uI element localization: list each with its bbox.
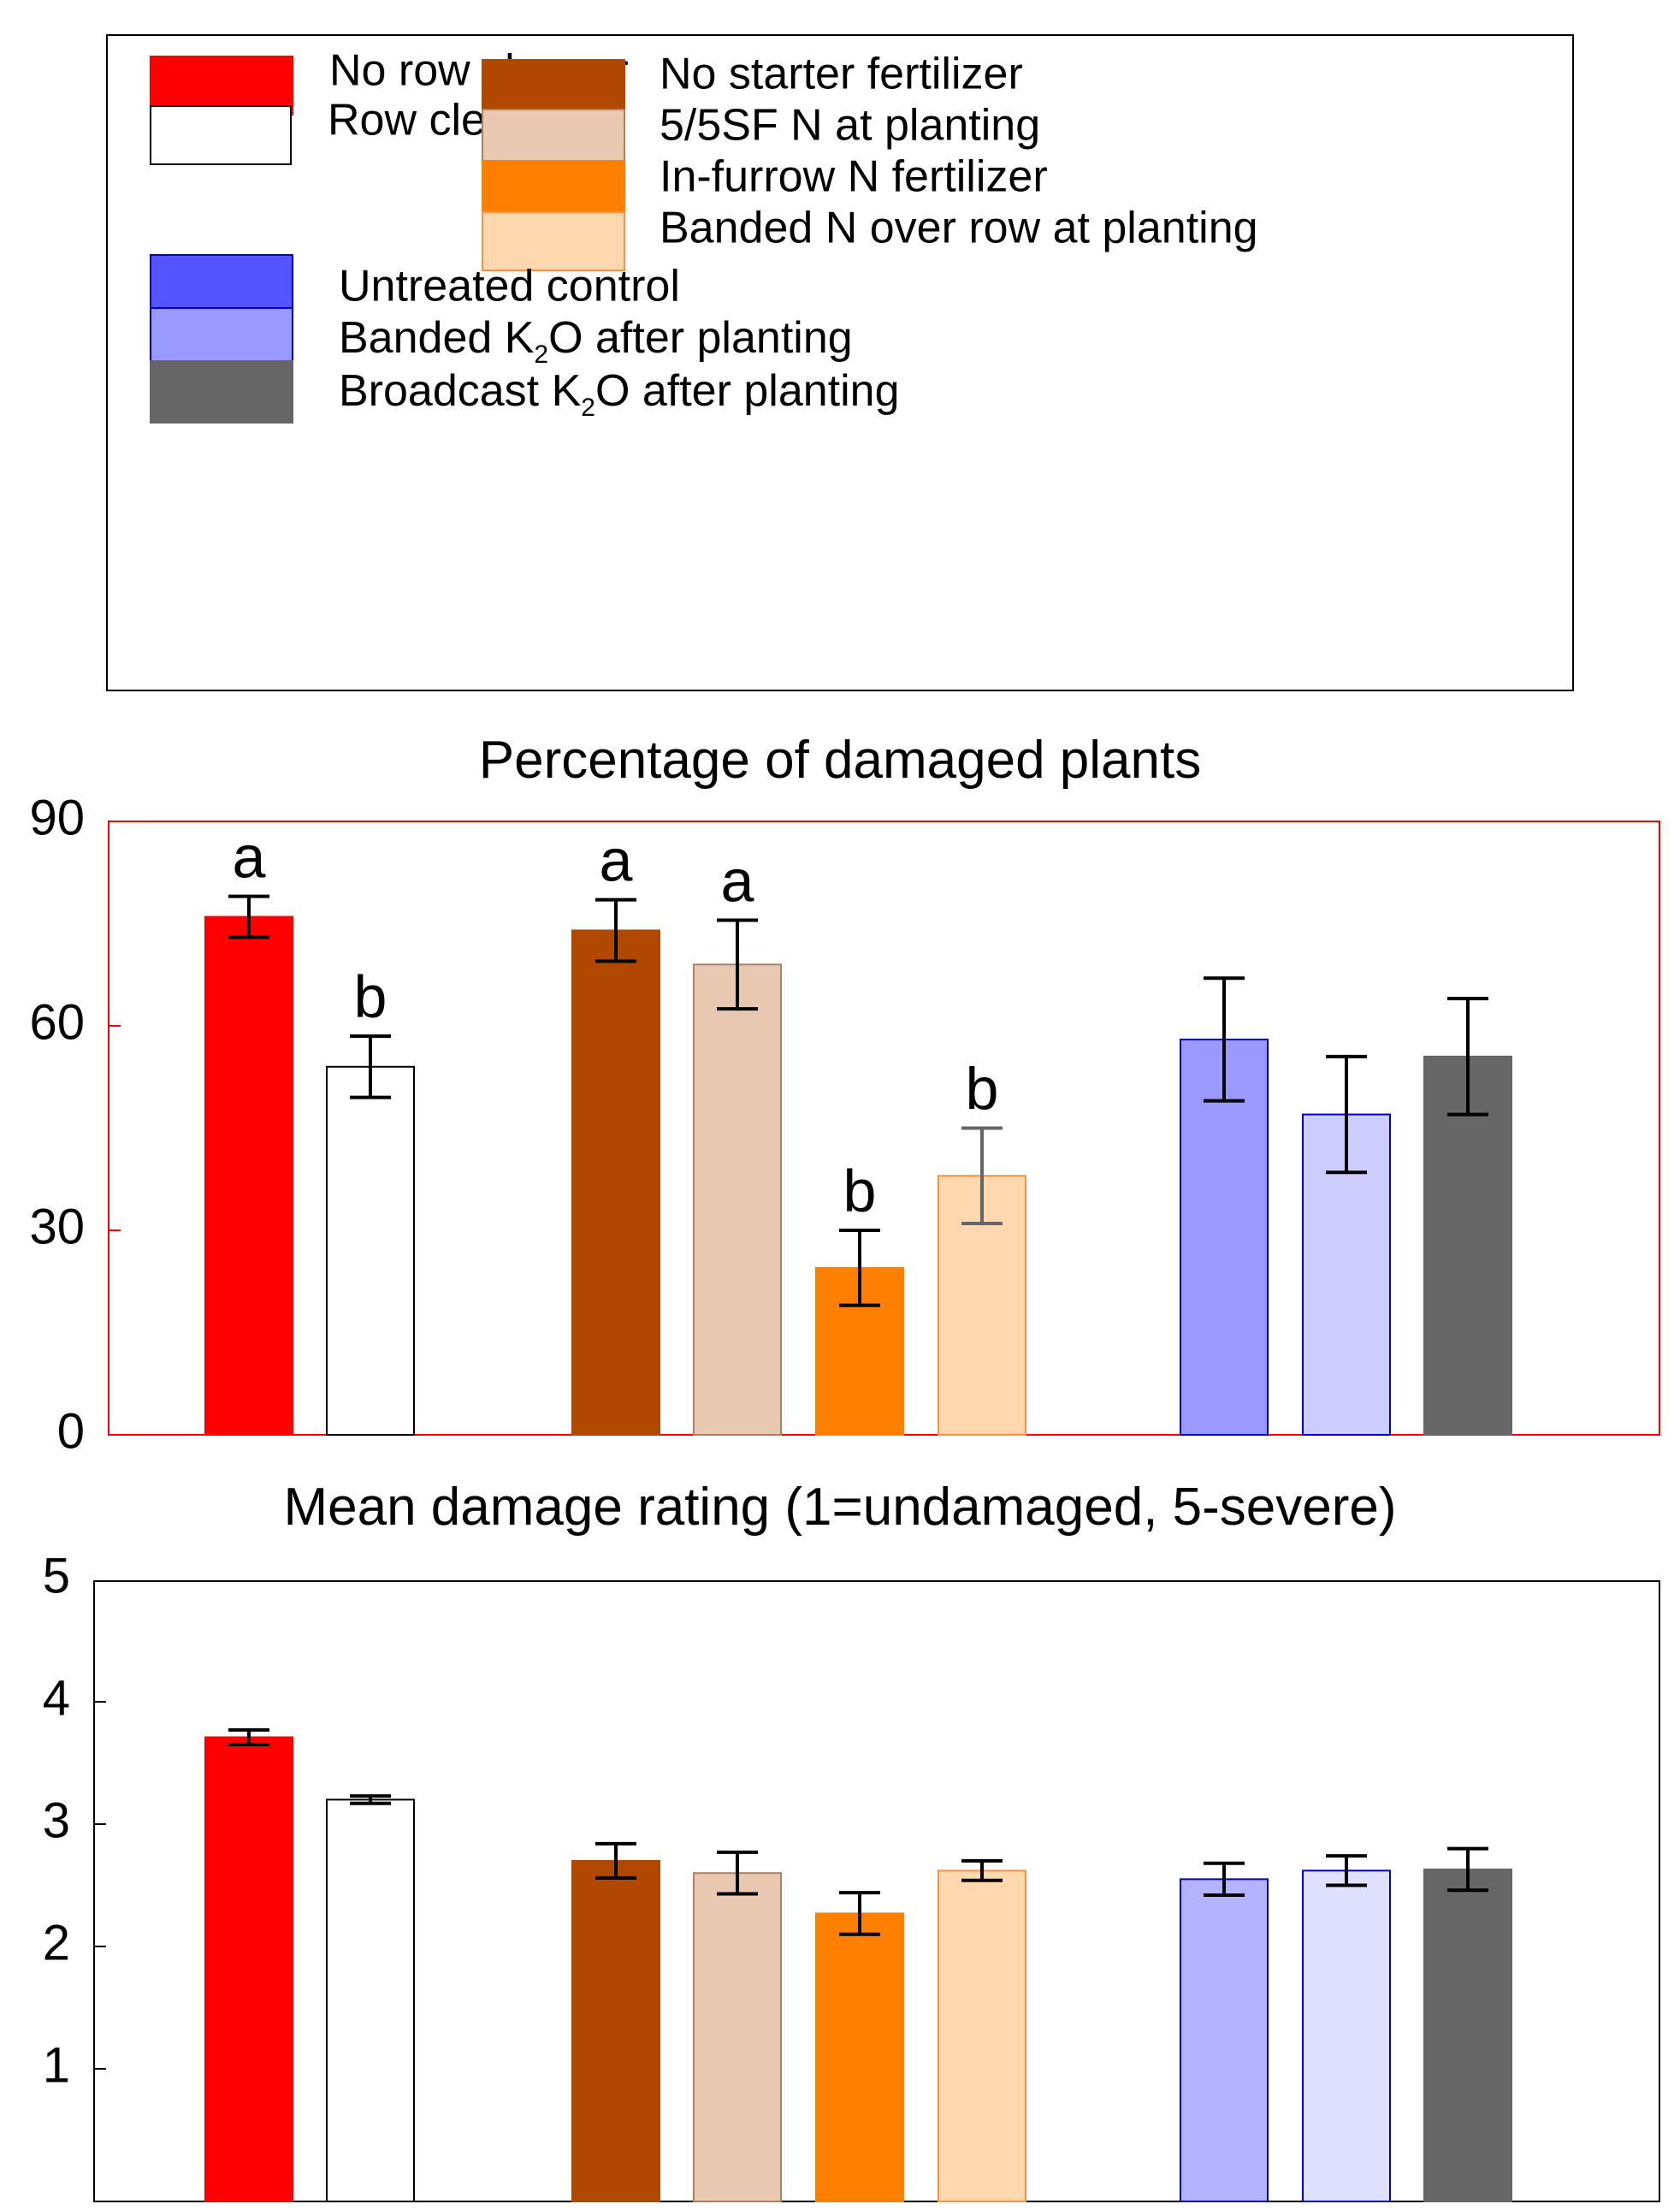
bar — [1180, 1038, 1269, 1436]
legend-label-4: In-furrow N fertilizer — [660, 152, 1048, 202]
legend-label-7: Banded K2O after planting — [339, 313, 853, 369]
bar — [204, 1736, 293, 2203]
legend-swatch-1 — [150, 105, 292, 165]
y-tick-label: 2 — [43, 1915, 70, 1970]
chart2-title: Mean damage rating (1=undamaged, 5-sever… — [283, 1478, 1397, 1537]
legend-swatch-8 — [150, 360, 293, 424]
y-tick-label: 4 — [43, 1670, 70, 1726]
y-tick-label: 3 — [43, 1792, 70, 1848]
legend-swatch-0 — [150, 56, 293, 116]
significance-letter: a — [233, 824, 266, 891]
significance-letter: b — [354, 963, 387, 1030]
legend-swatch-2 — [482, 59, 625, 119]
legend-swatch-6 — [150, 254, 293, 317]
bar — [1180, 1878, 1269, 2202]
significance-letter: a — [600, 827, 633, 894]
legend-swatch-3 — [482, 109, 625, 169]
legend-label-6: Untreated control — [339, 262, 680, 311]
y-tick-label: 1 — [43, 2037, 70, 2093]
legend-label-3: 5/5SF N at planting — [660, 101, 1040, 151]
y-tick-label: 5 — [43, 1549, 70, 1603]
bar — [693, 963, 782, 1437]
y-tick-label: 90 — [29, 796, 85, 845]
legend-swatch-5 — [482, 211, 625, 271]
bar — [815, 1912, 904, 2202]
legend-swatch-7 — [150, 307, 293, 370]
bar — [1302, 1869, 1391, 2202]
bar — [571, 1859, 660, 2202]
y-tick-label: 60 — [29, 994, 85, 1050]
y-tick-label: 0 — [57, 1403, 85, 1459]
y-tick-label: 30 — [29, 1199, 85, 1254]
significance-letter: a — [721, 848, 754, 915]
bar — [204, 915, 293, 1437]
significance-letter: b — [966, 1056, 999, 1123]
chart1-title: Percentage of damaged plants — [478, 731, 1202, 790]
bar — [693, 1872, 782, 2202]
bar — [326, 1798, 415, 2202]
chart2-mean-damage-rating: 1 2 3 4 5 — [43, 1549, 1660, 2203]
bar — [938, 1869, 1026, 2202]
legend-swatch-4 — [482, 160, 625, 220]
chart1-damaged-plants: 0 30 60 90 a b a a b b — [29, 796, 1660, 1459]
legend: No row cleaner Row cleaner No starter fert… — [106, 34, 1574, 691]
legend-label-2: No starter fertilizer — [660, 50, 1023, 99]
bar — [326, 1065, 415, 1436]
significance-letter: b — [843, 1158, 877, 1224]
legend-label-8: Broadcast K2O after planting — [339, 366, 900, 422]
bar — [571, 929, 660, 1436]
legend-label-5: Banded N over row at planting — [660, 204, 1258, 253]
bar — [1423, 1868, 1512, 2202]
bar — [1423, 1055, 1512, 1436]
